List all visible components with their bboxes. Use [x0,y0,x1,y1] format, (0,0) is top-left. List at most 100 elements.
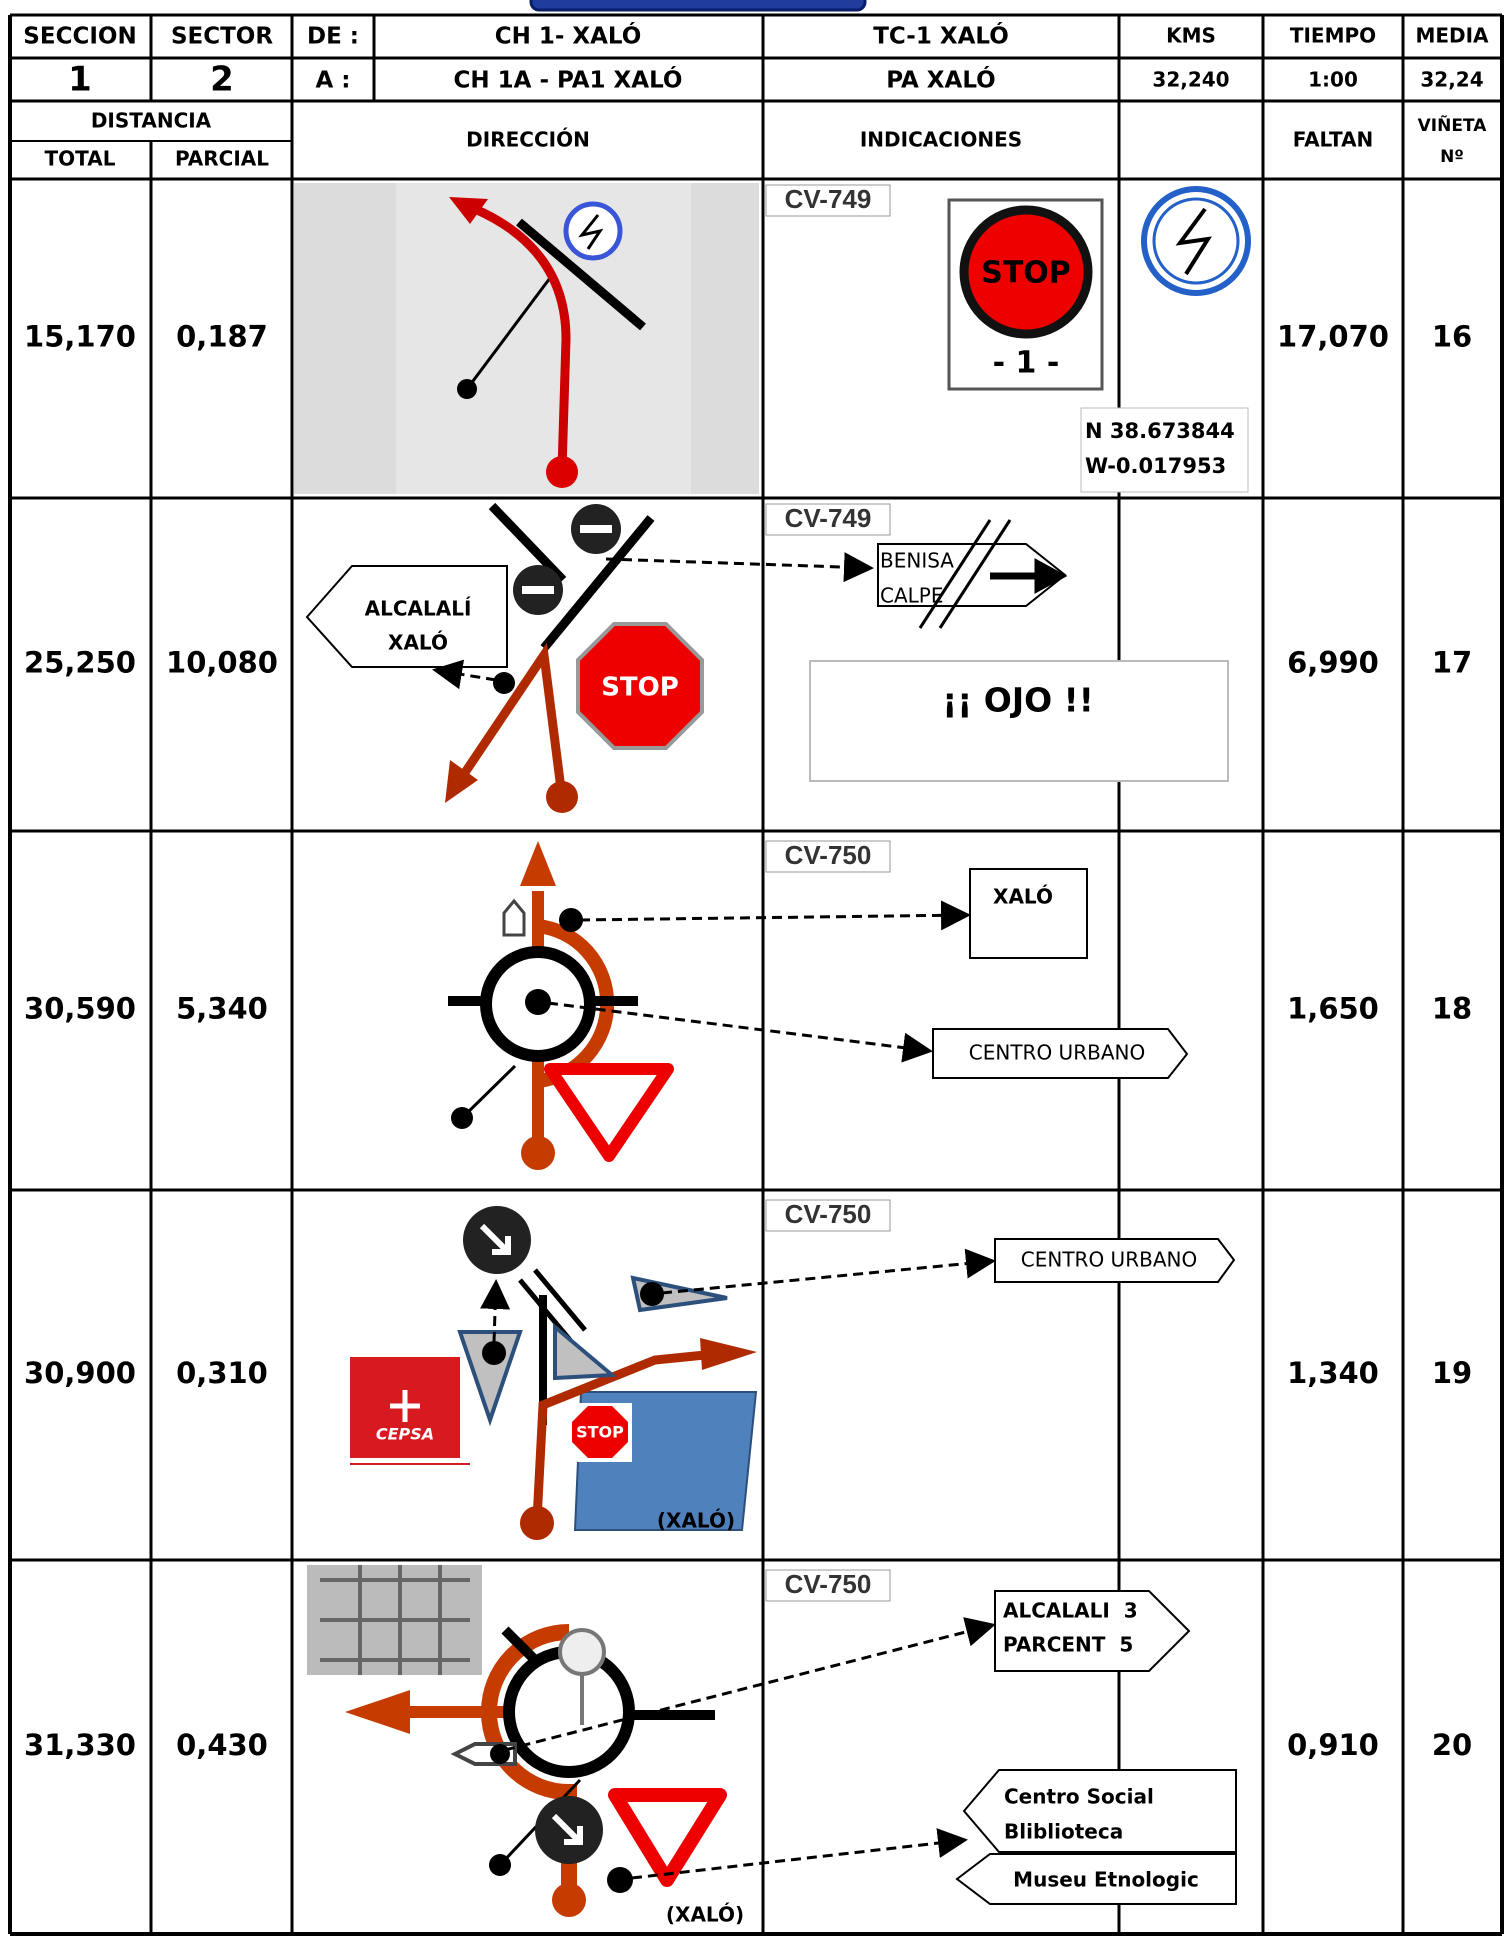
row-total: 25,250 [24,646,136,680]
route [473,204,571,471]
sign-arrow [990,558,1068,594]
logo-text: CEPSA [376,1425,434,1444]
header: SECCION SECTOR DE : CH 1- XALÓ TC-1 XALÓ… [23,22,1489,171]
route-start [546,781,578,813]
header-value: 32,24 [1420,68,1483,92]
pointer [579,900,971,931]
sign-text: PARCENT 5 [1003,1633,1133,1657]
route-start [546,456,578,488]
row-total: 15,170 [24,320,136,354]
row-faltan: 1,340 [1287,1356,1379,1390]
road [488,502,567,584]
point [493,672,515,694]
top-tab [529,0,867,12]
row-vineta: 17 [1432,646,1472,680]
logo-mark [390,1390,420,1422]
sign-text: CENTRO URBANO [1021,1248,1197,1272]
sign [502,898,526,937]
stop-sign [576,622,704,750]
direction-sign [962,1769,1237,1853]
road-end [457,379,477,399]
row-faltan: 0,910 [1287,1728,1379,1762]
sign-text: CENTRO URBANO [969,1041,1145,1065]
header-value: 1:00 [1308,68,1358,92]
note: ¡¡ OJO !! [942,681,1094,720]
yield-sign [553,1322,618,1381]
sign-text: XALÓ [993,885,1053,909]
column-label: TOTAL [45,147,116,171]
sign-text: Bliblioteca [1004,1820,1123,1844]
sign-symbol [1175,207,1212,276]
point [607,1867,633,1893]
coordinate: N 38.673844 [1085,419,1235,443]
row-vineta: 16 [1432,320,1472,354]
column-label: FALTAN [1293,128,1374,152]
sign-symbol [551,1813,583,1845]
road-box [765,184,891,217]
route-arrow [449,197,488,224]
column-label: VIÑETA [1418,113,1488,136]
header-label: MEDIA [1415,24,1489,48]
column-label: DIRECCIÓN [466,128,590,152]
sign-symbol [578,214,604,250]
header-label: DE : [307,24,359,50]
header-value: TC-1 XALÓ [873,22,1009,50]
point [525,989,551,1015]
sign-symbol [522,586,554,594]
row-total: 30,590 [24,992,136,1026]
sign-text: STOP [601,673,679,703]
sign [1152,197,1240,285]
place-label: (XALÓ) [657,1509,735,1533]
row-diagram: (XALÓ) CV-750 ALCALALI 3 PARCENT 5 Centr… [307,1565,1237,1927]
row-parcial: 0,430 [176,1728,268,1762]
direction-sign [932,1028,1189,1079]
header-label: KMS [1166,24,1216,48]
pointer [504,1617,996,1752]
direction-sign [305,565,508,668]
road-name: CV-750 [785,840,872,870]
header-value: CH 1A - PA1 XALÓ [454,66,683,94]
row-parcial: 0,310 [176,1356,268,1390]
route [532,1349,716,1521]
road-name: CV-749 [785,503,872,533]
sign-text: STOP [981,256,1071,291]
sign-text: XALÓ [388,631,448,655]
row-faltan: 1,650 [1287,992,1379,1026]
header-value: 32,240 [1152,68,1229,92]
row-vineta: 18 [1432,992,1472,1026]
yield-sign [608,1788,727,1887]
coordinate: W-0.017953 [1085,454,1226,478]
road [516,218,646,331]
pointer [480,1279,511,1343]
road-name: CV-750 [785,1569,872,1599]
header-value: 2 [210,60,234,100]
strike [938,519,1012,629]
route [456,642,567,798]
column-label: DISTANCIA [91,109,212,133]
table-grid [8,13,1504,1936]
direction-sign [994,1238,1236,1283]
strike [918,519,992,629]
pointer [605,552,874,583]
sign-text: ALCALALÍ [365,597,472,621]
point [559,908,583,932]
row-total: 30,900 [24,1356,136,1390]
sign-text: Centro Social [1004,1785,1154,1809]
road [460,1064,517,1120]
row-diagram: CV-750 XALÓ CENTRO URBANO [448,840,1189,1170]
diagram-bg [396,183,691,494]
column-label: Nº [1440,147,1464,167]
sign [558,1628,606,1676]
pointer [631,1828,968,1880]
direction-sign [969,868,1088,959]
direction-sign [994,1590,1191,1672]
pointer [547,1001,933,1063]
route-start [520,1506,554,1540]
sign [563,201,623,261]
map-lines [320,1565,470,1675]
sign-text: STOP [576,1423,624,1442]
road [540,515,655,651]
row-vineta: 19 [1432,1356,1472,1390]
header-label: TIEMPO [1290,24,1376,48]
